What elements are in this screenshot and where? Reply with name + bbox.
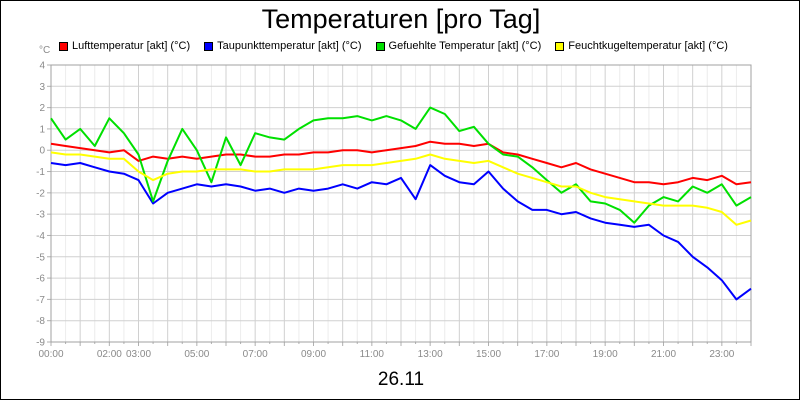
legend-swatch: [59, 41, 68, 51]
series-line-3: [50, 106, 752, 224]
y-tick-label: 3: [39, 82, 45, 93]
legend-swatch: [555, 41, 565, 51]
x-tick-label: 00:00: [38, 349, 63, 360]
y-tick-label: 0: [39, 146, 45, 157]
legend-item: Feuchtkugeltemperatur [akt] (°C): [555, 40, 728, 52]
legend-swatch: [204, 41, 214, 51]
x-tick-label: 03:00: [126, 349, 151, 360]
legend-swatch: [375, 41, 385, 51]
legend-label: Gefuehlte Temperatur [akt] (°C): [388, 40, 542, 52]
x-tick-label: 13:00: [418, 349, 443, 360]
legend-label: Feuchtkugeltemperatur [akt] (°C): [568, 40, 728, 52]
legend-item: Lufttemperatur [akt] (°C): [59, 40, 190, 52]
x-tick-label: 02:00: [97, 349, 122, 360]
legend-item: Gefuehlte Temperatur [akt] (°C): [375, 40, 542, 52]
y-tick-label: -7: [36, 295, 45, 306]
y-tick-label: -8: [36, 316, 45, 327]
legend: Lufttemperatur [akt] (°C) Taupunkttempera…: [59, 39, 742, 53]
series-line-2: [50, 162, 752, 301]
legend-item: Taupunkttemperatur [akt] (°C): [204, 40, 362, 52]
series-line-4: [50, 151, 752, 226]
x-tick-label: 05:00: [184, 349, 209, 360]
x-tick-label: 17:00: [534, 349, 559, 360]
x-tick-label: 11:00: [360, 349, 385, 360]
y-tick-label: 2: [39, 103, 45, 114]
chart-title: Temperaturen [pro Tag]: [261, 4, 541, 34]
x-tick-label: 23:00: [709, 349, 734, 360]
y-axis-unit-label: °C: [39, 45, 50, 56]
y-tick-label: -5: [36, 252, 45, 263]
y-tick-label: 4: [39, 61, 45, 72]
y-tick-label: -6: [36, 274, 45, 285]
x-tick-label: 21:00: [651, 349, 676, 360]
x-axis-caption: 26.11: [377, 369, 425, 390]
y-tick-label: -1: [36, 167, 45, 178]
y-tick-label: -2: [36, 188, 45, 199]
legend-label: Taupunkttemperatur [akt] (°C): [217, 40, 362, 52]
y-tick-label: -3: [36, 210, 45, 221]
plot-border: [50, 64, 752, 343]
x-tick-label: 15:00: [476, 349, 501, 360]
x-tick-label: 19:00: [593, 349, 618, 360]
y-tick-label: 1: [39, 124, 45, 135]
x-tick-label: 07:00: [243, 349, 268, 360]
x-tick-label: 09:00: [301, 349, 326, 360]
y-tick-label: -4: [36, 231, 45, 242]
y-tick-label: -9: [36, 338, 45, 349]
legend-label: Lufttemperatur [akt] (°C): [72, 40, 191, 52]
